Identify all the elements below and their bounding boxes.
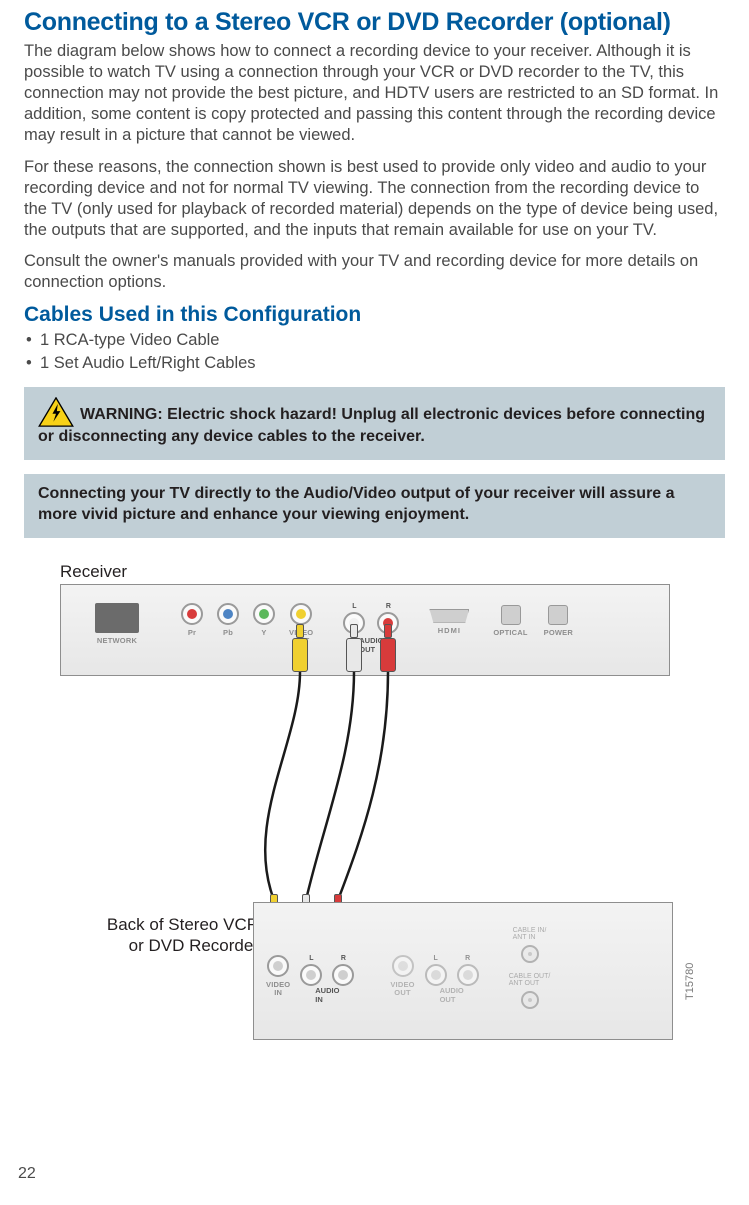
warning-box: WARNING: Electric shock hazard! Unplug a… bbox=[24, 387, 725, 460]
vcr-video-in: VIDEO IN bbox=[266, 955, 290, 998]
page-number: 22 bbox=[18, 1165, 36, 1183]
paragraph-2: For these reasons, the connection shown … bbox=[24, 157, 725, 241]
vcr-panel: VIDEO IN L R AUDIO IN VIDEO OUT L R AUDI… bbox=[253, 902, 673, 1040]
document-id: T15780 bbox=[684, 962, 696, 999]
vcr-coax: CABLE IN/ ANT IN CABLE OUT/ ANT OUT bbox=[509, 927, 551, 1009]
bullet-item: 1 RCA-type Video Cable bbox=[24, 331, 725, 350]
bullet-item: 1 Set Audio Left/Right Cables bbox=[24, 354, 725, 373]
vcr-audio-out: L R AUDIO OUT bbox=[425, 955, 479, 1004]
paragraph-3: Consult the owner's manuals provided wit… bbox=[24, 251, 725, 293]
paragraph-1: The diagram below shows how to connect a… bbox=[24, 41, 725, 147]
vcr-audio-in: L R AUDIO IN bbox=[300, 955, 354, 1004]
shock-hazard-icon bbox=[38, 397, 74, 427]
page-title: Connecting to a Stereo VCR or DVD Record… bbox=[24, 8, 725, 37]
note-box: Connecting your TV directly to the Audio… bbox=[24, 474, 725, 538]
vcr-label: Back of Stereo VCR or DVD Recorder bbox=[59, 914, 259, 957]
vcr-video-out: VIDEO OUT bbox=[390, 955, 414, 998]
section-heading-cables: Cables Used in this Configuration bbox=[24, 303, 725, 327]
connection-diagram: Receiver NETWORK Pr Pb Y VIDEO OUT bbox=[24, 562, 725, 1122]
warning-text: WARNING: Electric shock hazard! Unplug a… bbox=[38, 406, 705, 445]
